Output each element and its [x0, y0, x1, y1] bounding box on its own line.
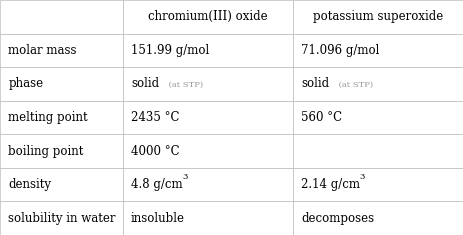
Text: 4.8 g/cm: 4.8 g/cm: [131, 178, 183, 191]
Text: 71.096 g/mol: 71.096 g/mol: [301, 44, 380, 57]
Text: chromium(III) oxide: chromium(III) oxide: [148, 10, 268, 23]
Bar: [293, 101, 463, 134]
Bar: [293, 0, 463, 34]
Bar: [123, 101, 293, 134]
Text: solid: solid: [301, 77, 330, 90]
Text: 2435 °C: 2435 °C: [131, 111, 180, 124]
Bar: [123, 67, 293, 101]
Text: 2.14 g/cm: 2.14 g/cm: [301, 178, 360, 191]
Bar: [0, 0, 123, 34]
Text: insoluble: insoluble: [131, 212, 185, 225]
Text: solubility in water: solubility in water: [8, 212, 116, 225]
Text: 3: 3: [359, 173, 364, 181]
Text: 3: 3: [182, 173, 188, 181]
Text: 151.99 g/mol: 151.99 g/mol: [131, 44, 209, 57]
Bar: [123, 0, 293, 34]
Bar: [293, 134, 463, 168]
Bar: [293, 67, 463, 101]
Text: phase: phase: [8, 77, 44, 90]
Text: molar mass: molar mass: [8, 44, 77, 57]
Text: (at STP): (at STP): [336, 81, 373, 89]
Text: decomposes: decomposes: [301, 212, 375, 225]
Bar: [0, 101, 123, 134]
Bar: [293, 34, 463, 67]
Bar: [0, 201, 123, 235]
Text: 4000 °C: 4000 °C: [131, 145, 180, 158]
Bar: [293, 168, 463, 201]
Bar: [293, 201, 463, 235]
Bar: [0, 168, 123, 201]
Bar: [0, 34, 123, 67]
Bar: [0, 134, 123, 168]
Text: potassium superoxide: potassium superoxide: [313, 10, 443, 23]
Text: density: density: [8, 178, 51, 191]
Bar: [0, 67, 123, 101]
Text: boiling point: boiling point: [8, 145, 84, 158]
Text: 560 °C: 560 °C: [301, 111, 343, 124]
Bar: [123, 34, 293, 67]
Text: solid: solid: [131, 77, 159, 90]
Bar: [123, 201, 293, 235]
Bar: [123, 134, 293, 168]
Text: melting point: melting point: [8, 111, 88, 124]
Text: (at STP): (at STP): [166, 81, 203, 89]
Bar: [123, 168, 293, 201]
